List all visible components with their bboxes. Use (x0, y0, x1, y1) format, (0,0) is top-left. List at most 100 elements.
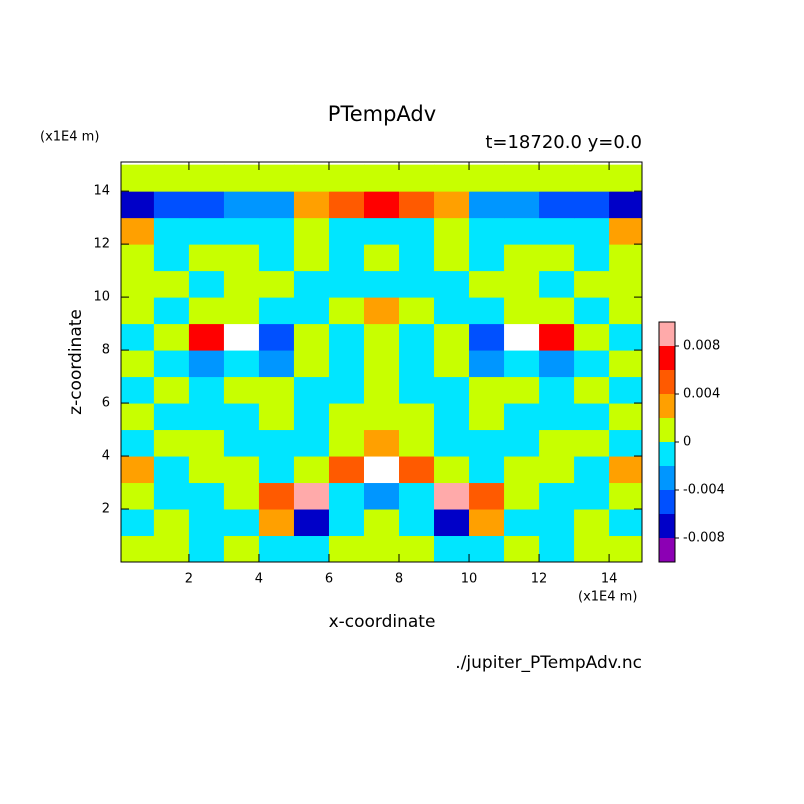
contour-cell (258, 535, 295, 562)
contour-cell (188, 297, 225, 325)
contour-cell (328, 297, 365, 325)
contour-cell (258, 270, 295, 298)
contour-cell (399, 191, 435, 219)
source-file: ./jupiter_PTempAdv.nc (455, 653, 642, 673)
contour-cell (328, 376, 365, 404)
contour-cell (399, 403, 435, 431)
contour-cell (609, 350, 642, 378)
contour-cell (574, 164, 610, 192)
colorbar-label: 0.004 (683, 387, 720, 402)
contour-cell (469, 297, 505, 325)
contour-cell (363, 270, 400, 298)
contour-cell (121, 270, 155, 298)
contour-cell (469, 429, 505, 457)
contour-cell (574, 403, 610, 431)
contour-cell (188, 164, 225, 192)
contour-cell (153, 217, 190, 245)
contour-cell (469, 244, 505, 272)
contour-cell (293, 270, 330, 298)
contour-cell (223, 350, 260, 378)
y-axis-label: z-coordinate (66, 309, 86, 415)
contour-cell (328, 323, 365, 351)
contour-cell (153, 191, 190, 219)
contour-cell (399, 456, 435, 484)
contour-cell (539, 429, 575, 457)
x-unit: (x1E4 m) (578, 590, 637, 605)
y-tick-label: 10 (93, 290, 110, 305)
contour-cell (153, 270, 190, 298)
contour-cell (574, 509, 610, 537)
contour-cell (363, 297, 400, 325)
contour-cell (574, 217, 610, 245)
contour-cell (399, 429, 435, 457)
contour-cell (609, 535, 642, 562)
contour-cell (574, 535, 610, 562)
contour-cell (434, 456, 470, 484)
contour-cell (223, 509, 260, 537)
contour-cell (574, 244, 610, 272)
contour-cell (504, 270, 540, 298)
contour-cell (434, 323, 470, 351)
contour-cell (188, 323, 225, 351)
contour-cell (469, 350, 505, 378)
contour-cell (153, 429, 190, 457)
contour-cell (153, 456, 190, 484)
contour-cell (469, 191, 505, 219)
y-tick-label: 8 (102, 343, 110, 358)
contour-cell (363, 217, 400, 245)
contour-cell (293, 535, 330, 562)
contour-cell (121, 456, 155, 484)
contour-cell (293, 429, 330, 457)
contour-cell (153, 535, 190, 562)
contour-cell (504, 191, 540, 219)
y-tick-label: 4 (102, 449, 110, 464)
contour-cell (223, 376, 260, 404)
contour-cell (434, 297, 470, 325)
contour-cell (188, 376, 225, 404)
contour-cell (223, 217, 260, 245)
contour-cell (223, 323, 260, 351)
contour-cell (188, 270, 225, 298)
contour-cell (223, 482, 260, 510)
contour-cell (539, 482, 575, 510)
contour-cell (223, 535, 260, 562)
contour-cell (574, 297, 610, 325)
colorbar-swatch (659, 370, 675, 394)
contour-cell (293, 217, 330, 245)
contour-cell (223, 164, 260, 192)
contour-cell (504, 164, 540, 192)
contour-cell (153, 323, 190, 351)
contour-cell (434, 403, 470, 431)
contour-cell (504, 429, 540, 457)
contour-cell (609, 323, 642, 351)
contour-cell (293, 482, 330, 510)
contour-cell (121, 376, 155, 404)
contour-cell (293, 350, 330, 378)
contour-cell (293, 323, 330, 351)
contour-cell (188, 244, 225, 272)
contour-cell (504, 482, 540, 510)
contour-cell (539, 244, 575, 272)
colorbar-label: 0 (683, 435, 691, 450)
contour-cell (121, 535, 155, 562)
contour-cell (363, 403, 400, 431)
colorbar-label: -0.008 (683, 531, 725, 546)
contour-cell (121, 509, 155, 537)
y-tick-label: 6 (102, 396, 110, 411)
contour-cell (363, 164, 400, 192)
contour-cell (188, 535, 225, 562)
contour-cell (363, 509, 400, 537)
contour-cell (328, 482, 365, 510)
x-tick-label: 10 (461, 572, 478, 587)
contour-cell (504, 535, 540, 562)
contour-cell (153, 297, 190, 325)
contour-cell (504, 376, 540, 404)
y-unit: (x1E4 m) (40, 130, 99, 145)
contour-cell (153, 403, 190, 431)
contour-cell (293, 509, 330, 537)
contour-cell (328, 164, 365, 192)
contour-cell (539, 403, 575, 431)
contour-cell (434, 270, 470, 298)
contour-cell (434, 164, 470, 192)
contour-cell (258, 376, 295, 404)
